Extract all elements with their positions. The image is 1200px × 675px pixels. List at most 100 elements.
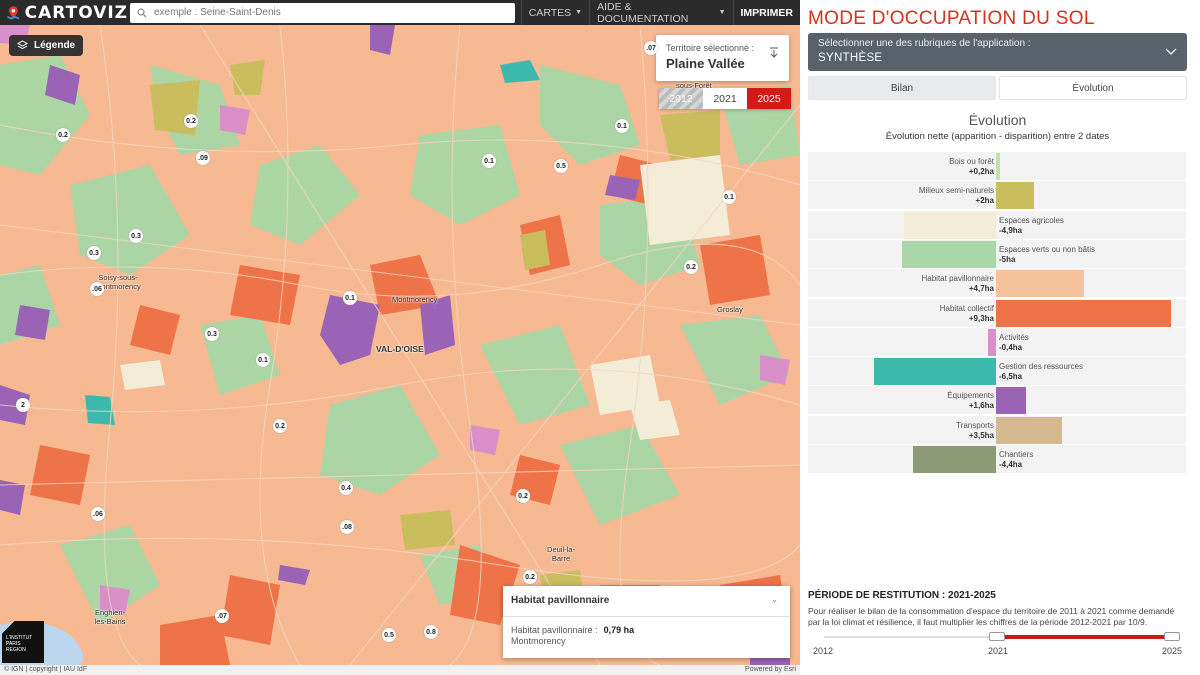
caret-down-icon: ▼	[718, 9, 726, 16]
chart-row: Équipements +1,6ha	[808, 386, 1186, 415]
year-2021-button[interactable]: 2021	[703, 88, 747, 109]
chart-row: Espaces verts ou non bâtis -5ha	[808, 240, 1186, 269]
value-marker[interactable]: 0.5	[382, 628, 396, 642]
land-use-map[interactable]	[0, 25, 800, 665]
value-marker[interactable]: 0.2	[684, 260, 698, 274]
download-icon[interactable]	[769, 45, 779, 63]
rubric-label: Sélectionner une des rubriques de l'appl…	[818, 38, 1031, 49]
chart-bar[interactable]	[996, 387, 1027, 414]
value-marker[interactable]: .06	[91, 507, 105, 521]
value-label: +0,2ha	[968, 167, 994, 176]
chart-row: Transports +3,5ha	[808, 416, 1186, 445]
chart-row: Bois ou forêt +0,2ha	[808, 152, 1186, 181]
tab-evolution[interactable]: Évolution	[999, 76, 1187, 100]
value-marker[interactable]: 0.1	[256, 353, 270, 367]
value-marker[interactable]: .07	[644, 41, 658, 55]
chart-row: Chantiers -4,4ha	[808, 445, 1186, 474]
value-marker[interactable]: .09	[196, 151, 210, 165]
chart-bar-label: Transports +3,5ha	[956, 421, 994, 441]
value-marker[interactable]: 0.1	[343, 291, 357, 305]
nav-cartes[interactable]: CARTES ▼	[520, 0, 589, 25]
chart-row: Milieux semi-naturels +2ha	[808, 181, 1186, 210]
value-marker[interactable]: 0.1	[482, 154, 496, 168]
app-name: CARTOVIZ	[24, 2, 128, 23]
value-marker[interactable]: 0.3	[87, 246, 101, 260]
map-view[interactable]: Légende Territoire sélectionné : Plaine …	[0, 25, 800, 665]
view-tabs: Bilan Évolution	[808, 76, 1187, 100]
category-label: Habitat collectif	[939, 304, 994, 313]
value-marker[interactable]: 0.2	[516, 489, 530, 503]
value-marker[interactable]: 0.2	[273, 419, 287, 433]
territory-selector[interactable]: Territoire sélectionné : Plaine Vallée	[656, 35, 789, 81]
chart-bar-label: Équipements +1,6ha	[947, 391, 994, 411]
feature-popup[interactable]: Habitat pavillonnaire ⌄ Habitat pavillon…	[503, 586, 790, 658]
rubric-selector[interactable]: Sélectionner une des rubriques de l'appl…	[808, 33, 1187, 71]
value-marker[interactable]: 0.2	[56, 128, 70, 142]
print-button[interactable]: IMPRIMER	[732, 0, 801, 25]
chevron-down-icon	[1165, 42, 1177, 60]
chart-bar[interactable]	[996, 270, 1085, 297]
value-marker[interactable]: 0.3	[129, 229, 143, 243]
value-marker[interactable]: 0.2	[184, 114, 198, 128]
popup-value: 0,79 ha	[603, 625, 635, 635]
map-attribution: © IGN | copyright | IAU IdF Powered by E…	[0, 665, 800, 675]
year-2025-button[interactable]: 2025	[747, 88, 791, 109]
year-selector: 2012 2021 2025	[659, 88, 791, 109]
value-label: -6,5ha	[999, 372, 1023, 381]
chart-bar[interactable]	[996, 417, 1062, 444]
chart-bar-label: Chantiers -4,4ha	[999, 450, 1033, 470]
value-label: +2ha	[975, 196, 994, 205]
value-marker[interactable]: 0.1	[722, 190, 736, 204]
chart-row: Habitat collectif +9,3ha	[808, 299, 1186, 328]
legend-button[interactable]: Légende	[9, 35, 84, 56]
value-marker[interactable]: 2	[16, 398, 30, 412]
chevron-down-icon[interactable]: ⌄	[771, 595, 778, 604]
rubric-value: SYNTHÈSE	[818, 52, 883, 64]
chart-bar[interactable]	[901, 241, 996, 268]
category-label: Espaces agricoles	[999, 216, 1064, 225]
search-input[interactable]	[154, 7, 514, 18]
chart-bar[interactable]	[873, 358, 996, 385]
chart-bar[interactable]	[996, 153, 1000, 180]
nav-aide[interactable]: AIDE & DOCUMENTATION ▼	[589, 0, 732, 25]
slider-handle-end[interactable]	[1164, 632, 1180, 641]
value-marker[interactable]: 0.1	[615, 119, 629, 133]
value-marker[interactable]: 0.5	[554, 159, 568, 173]
slider-handle-start[interactable]	[989, 632, 1005, 641]
value-marker[interactable]: 0.8	[424, 625, 438, 639]
value-marker[interactable]: 0.3	[205, 327, 219, 341]
app-logo[interactable]: CARTOVIZ	[0, 0, 128, 25]
main-nav: CARTES ▼ AIDE & DOCUMENTATION ▼ IMPRIMER	[520, 0, 801, 25]
value-marker[interactable]: 0.4	[339, 481, 353, 495]
popup-header[interactable]: Habitat pavillonnaire ⌄	[503, 586, 790, 617]
place-label: Enghien-les-Bains	[94, 608, 126, 626]
restitution-title: PÉRIODE DE RESTITUTION : 2021-2025	[808, 590, 996, 601]
chart-bar[interactable]	[996, 300, 1171, 327]
chart-bar[interactable]	[913, 446, 996, 473]
value-marker[interactable]: .07	[215, 609, 229, 623]
value-marker[interactable]: .08	[340, 520, 354, 534]
place-label: Deuil-la-Barre	[547, 545, 575, 563]
slider-label: 2021	[988, 646, 1009, 656]
chart-row: Habitat pavillonnaire +4,7ha	[808, 269, 1186, 298]
chart-bar-label: Activités -0,4ha	[999, 333, 1029, 353]
tab-bilan[interactable]: Bilan	[808, 76, 996, 100]
chart-bar[interactable]	[903, 212, 996, 239]
panel-title: MODE D'OCCUPATION DU SOL	[808, 8, 1095, 29]
popup-title: Habitat pavillonnaire	[511, 595, 610, 606]
territory-value: Plaine Vallée	[666, 56, 745, 71]
value-marker[interactable]: .06	[90, 282, 104, 296]
chart-row: Activités -0,4ha	[808, 328, 1186, 357]
value-marker[interactable]: 0.2	[523, 570, 537, 584]
layers-icon	[17, 40, 28, 50]
year-2012-button[interactable]: 2012	[659, 88, 703, 109]
attribution-right[interactable]: Powered by Esri	[745, 666, 796, 673]
chart-bar[interactable]	[988, 329, 996, 356]
category-label: Milieux semi-naturels	[918, 186, 994, 195]
chart-bar[interactable]	[996, 182, 1034, 209]
popup-body: Habitat pavillonnaire : 0,79 ha Montmoren…	[503, 617, 790, 655]
search-box[interactable]	[130, 2, 515, 23]
attribution-left[interactable]: © IGN | copyright | IAU IdF	[4, 666, 88, 673]
territory-label: Territoire sélectionné :	[666, 43, 755, 53]
period-slider[interactable]	[824, 632, 1180, 642]
